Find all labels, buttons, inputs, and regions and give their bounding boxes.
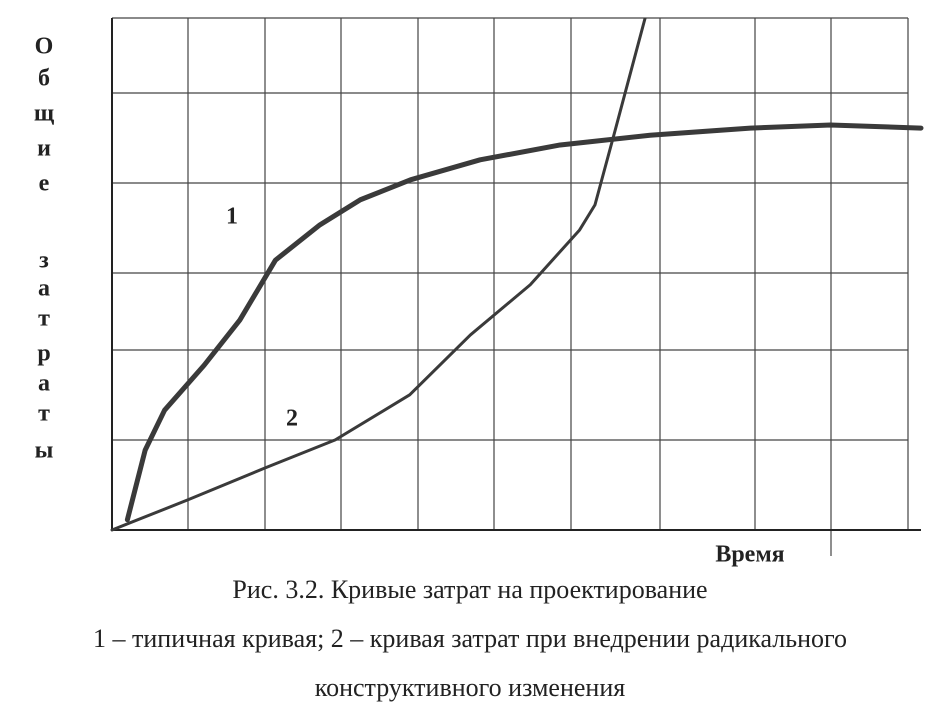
y-axis-label: а <box>38 276 50 302</box>
y-axis-label: т <box>38 306 50 332</box>
y-axis-label: щ <box>34 101 55 127</box>
y-axis-label: и <box>37 136 51 162</box>
line-series <box>110 18 647 532</box>
annotation: 2 <box>286 406 298 432</box>
caption: Рис. 3.2. Кривые затрат на проектировани… <box>232 575 707 604</box>
caption: конструктивного изменения <box>315 673 625 702</box>
caption: 1 – типичная кривая; 2 – кривая затрат п… <box>93 624 847 653</box>
y-axis-label: е <box>39 171 50 197</box>
y-axis-label: ы <box>35 438 54 464</box>
line-series <box>124 122 924 523</box>
y-axis-label: з <box>39 248 49 274</box>
y-axis-label: О <box>35 34 54 60</box>
x-axis-label: Время <box>715 542 784 568</box>
annotation: 1 <box>226 204 238 230</box>
y-axis-label: а <box>38 371 50 397</box>
y-axis-label: б <box>38 66 50 92</box>
y-axis-label: т <box>38 401 50 427</box>
y-axis-label: р <box>37 341 50 367</box>
